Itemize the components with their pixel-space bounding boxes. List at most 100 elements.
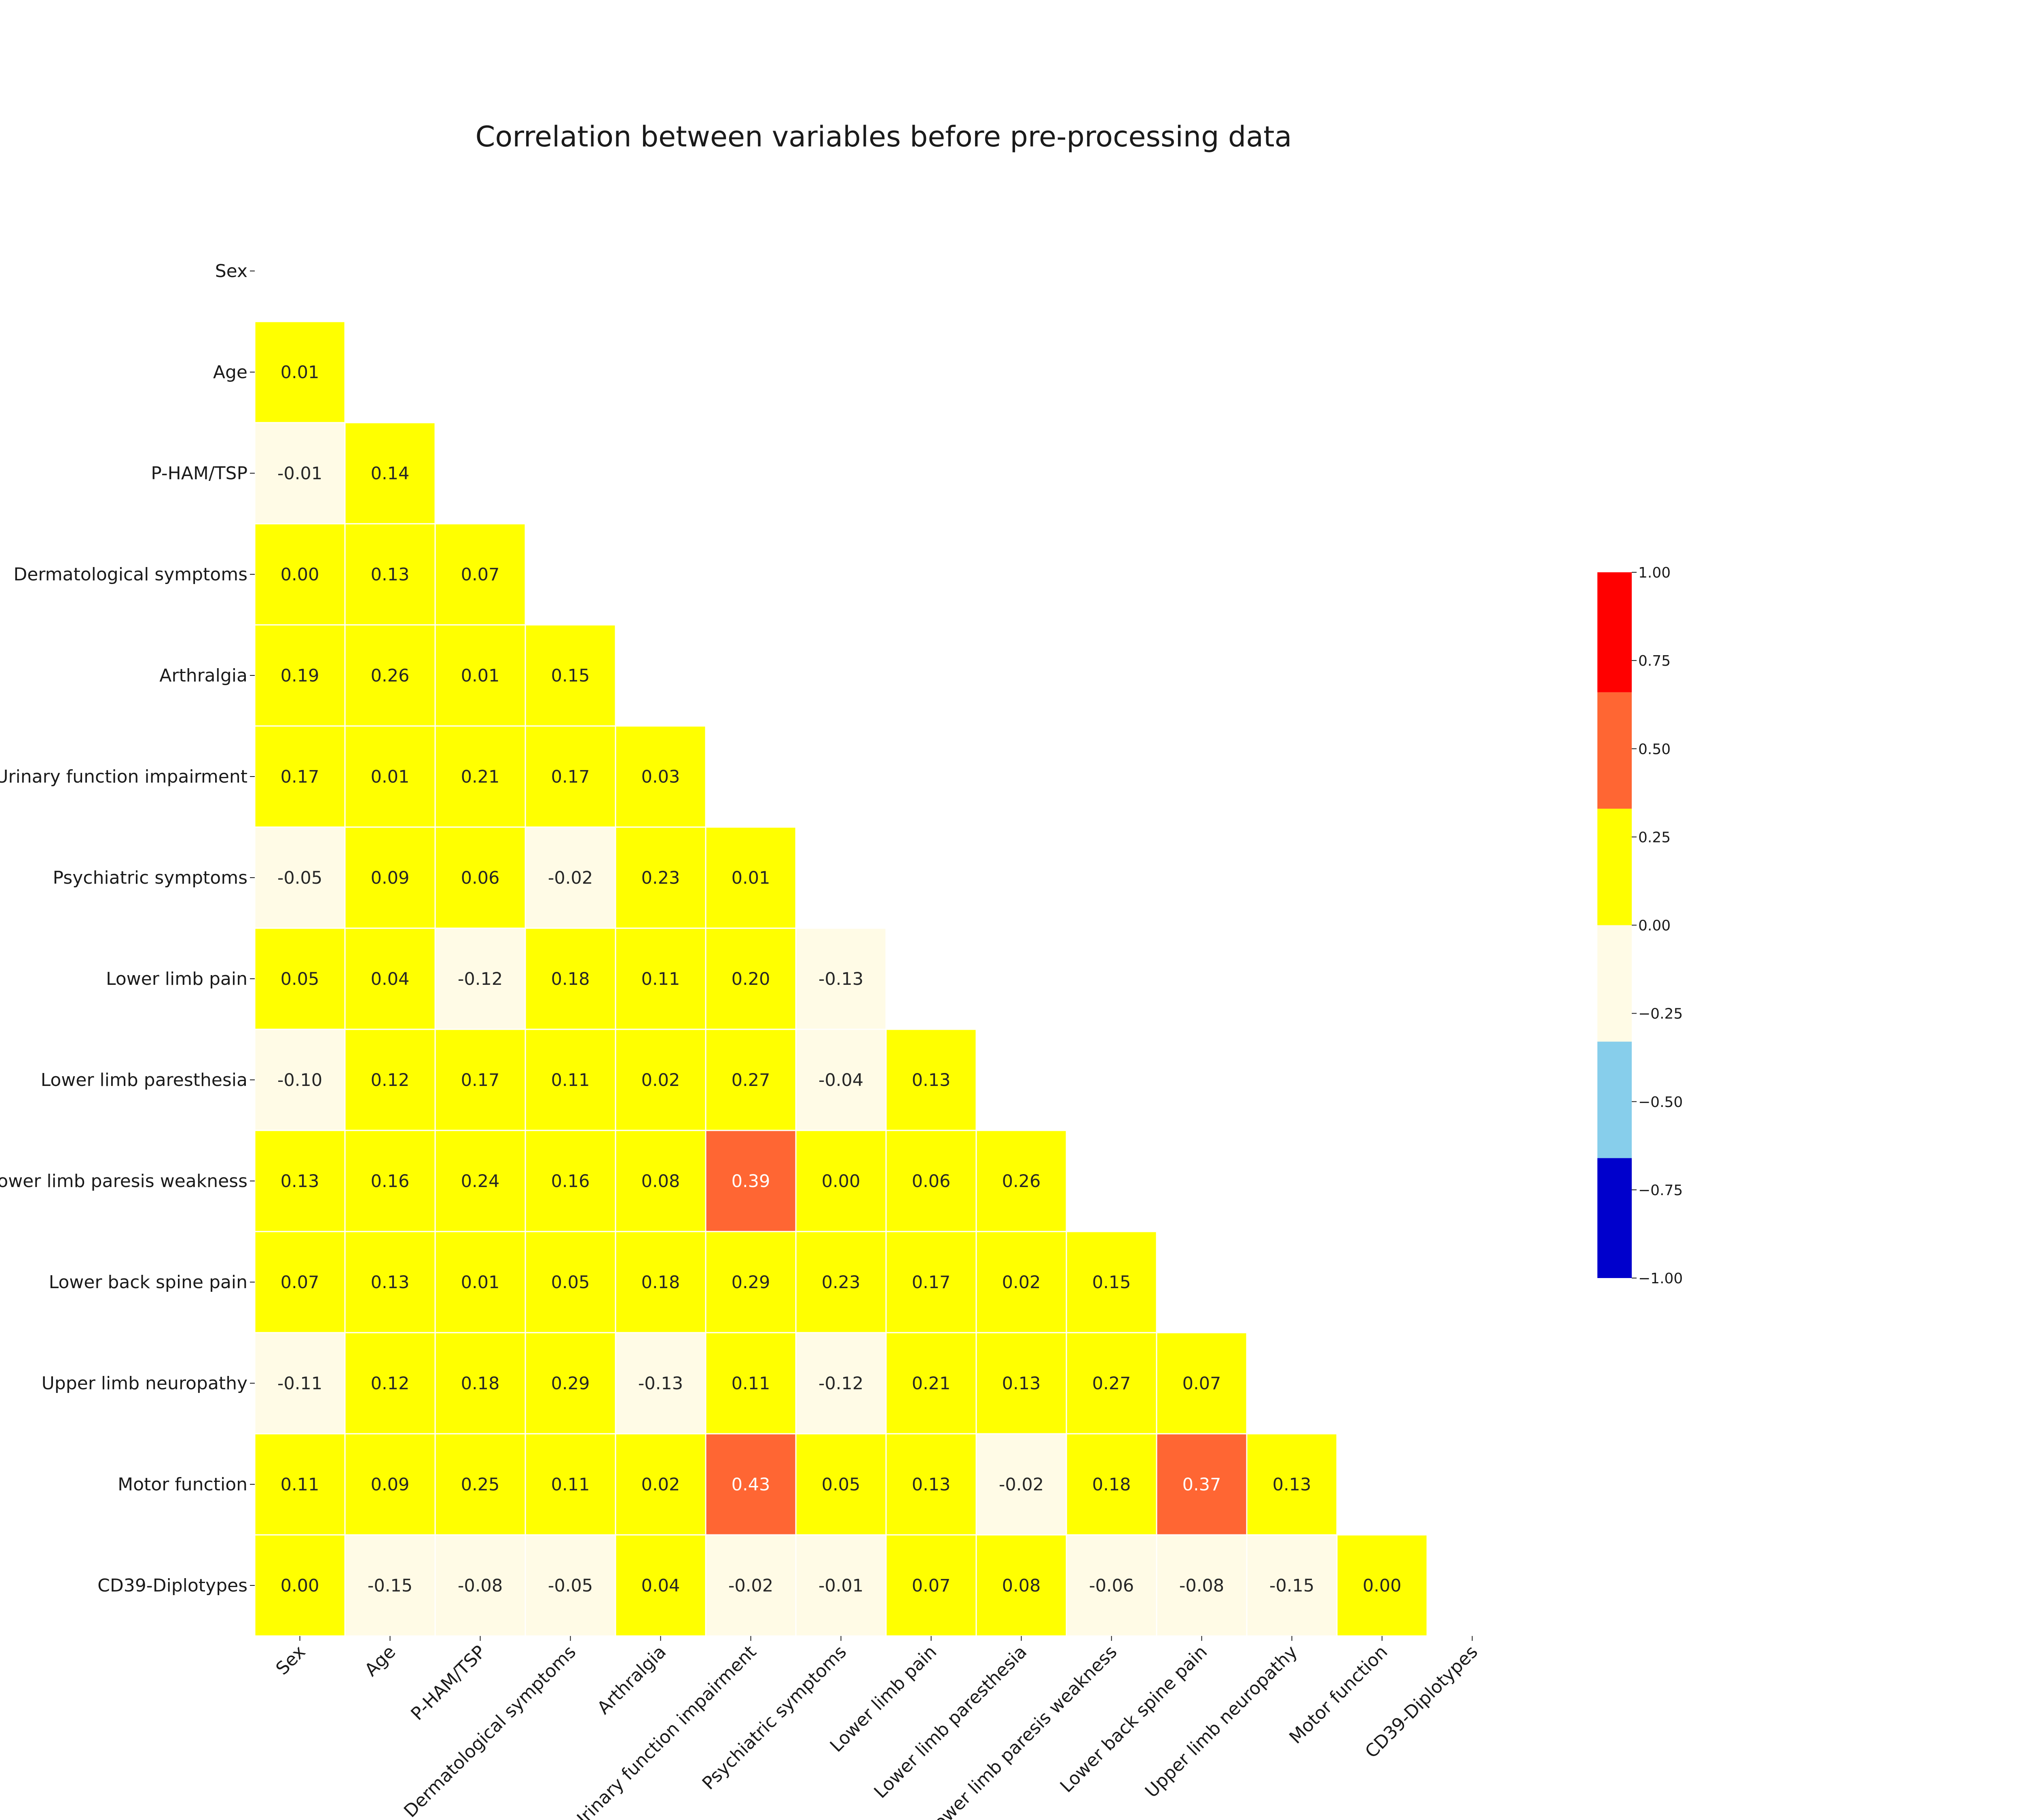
heatmap-cell-cd39-diplotypes-sex [254, 1534, 346, 1637]
row-label-dermatological-symptoms: Dermatological symptoms [13, 564, 247, 585]
heatmap-cell-cd39-diplotypes-lower-back-spine-pain [1156, 1534, 1248, 1637]
cell-value-label: 0.19 [281, 666, 319, 686]
cell-value-label: 0.24 [461, 1171, 500, 1191]
cell-value-label: 0.00 [281, 1576, 319, 1596]
heatmap-cell-lower-back-spine-pain-age [344, 1231, 436, 1333]
cell-value-label: 0.05 [551, 1272, 590, 1293]
cell-value-label: 0.09 [371, 1475, 410, 1495]
cell-value-label: -0.06 [1089, 1576, 1134, 1596]
cell-value-label: 0.13 [371, 1272, 410, 1293]
cell-value-label: 0.26 [1002, 1171, 1041, 1191]
heatmap-cell-lower-limb-paresis-weakness-lower-limb-paresthesia [975, 1130, 1067, 1232]
cell-value-label: 0.16 [371, 1171, 410, 1191]
heatmap-cell-motor-function-lower-limb-pain [885, 1433, 977, 1536]
column-label-motor-function: Motor function [1285, 1642, 1392, 1748]
cell-value-label: 0.02 [641, 1475, 680, 1495]
cell-value-label: 0.02 [641, 1070, 680, 1090]
heatmap-cell-psychiatric-symptoms-dermatological-symptoms [525, 826, 616, 929]
cell-value-label: -0.05 [548, 1576, 593, 1596]
row-label-lower-limb-paresthesia: Lower limb paresthesia [41, 1070, 247, 1090]
heatmap-cell-cd39-diplotypes-dermatological-symptoms [525, 1534, 616, 1637]
heatmap-cell-psychiatric-symptoms-arthralgia [615, 826, 706, 929]
heatmap-cell-lower-back-spine-pain-urinary-function-impairment [705, 1231, 797, 1333]
colorbar-segment [1597, 808, 1632, 925]
heatmap-cell-upper-limb-neuropathy-sex [254, 1332, 346, 1435]
cell-value-label: -0.08 [458, 1576, 503, 1596]
cell-value-label: 0.15 [551, 666, 590, 686]
heatmap-cell-motor-function-lower-limb-paresis-weakness [1066, 1433, 1157, 1536]
cell-value-label: 0.07 [281, 1272, 319, 1293]
cell-value-label: -0.02 [728, 1576, 773, 1596]
heatmap-cell-cd39-diplotypes-urinary-function-impairment [705, 1534, 797, 1637]
cell-value-label: -0.04 [819, 1070, 863, 1090]
colorbar-tick-label: 0.75 [1638, 653, 1671, 669]
cell-value-label: -0.12 [819, 1373, 863, 1394]
chart-title: Correlation between variables before pre… [476, 120, 1292, 153]
cell-value-label: 0.11 [732, 1373, 770, 1394]
heatmap-cell-arthralgia-dermatological-symptoms [525, 624, 616, 727]
colorbar-tick-label: 1.00 [1638, 565, 1671, 581]
cell-value-label: 0.08 [641, 1171, 680, 1191]
cell-value-label: 0.18 [461, 1373, 500, 1394]
colorbar-tick-label: 0.25 [1638, 829, 1671, 846]
heatmap-cell-lower-limb-paresthesia-lower-limb-pain [885, 1029, 977, 1131]
heatmap-cell-lower-back-spine-pain-lower-limb-pain [885, 1231, 977, 1333]
heatmap-cell-lower-back-spine-pain-dermatological-symptoms [525, 1231, 616, 1333]
heatmap-cell-cd39-diplotypes-lower-limb-paresis-weakness [1066, 1534, 1157, 1637]
cell-value-label: 0.13 [1273, 1475, 1311, 1495]
colorbar-segment [1597, 692, 1632, 809]
heatmap-cell-cd39-diplotypes-lower-limb-paresthesia [975, 1534, 1067, 1637]
cell-value-label: 0.13 [281, 1171, 319, 1191]
row-label-psychiatric-symptoms: Psychiatric symptoms [53, 868, 247, 888]
cell-value-label: 0.18 [641, 1272, 680, 1293]
cell-value-label: 0.17 [281, 767, 319, 787]
colorbar-tick-label: −0.75 [1638, 1182, 1683, 1199]
cell-value-label: 0.17 [551, 767, 590, 787]
cell-value-label: 0.12 [371, 1373, 410, 1394]
column-label-lower-limb-paresthesia: Lower limb paresthesia [870, 1642, 1031, 1803]
heatmap-cell-lower-limb-paresthesia-psychiatric-symptoms [795, 1029, 887, 1131]
column-label-p-ham-tsp: P-HAM/TSP [407, 1642, 490, 1725]
cell-value-label: -0.15 [1269, 1576, 1314, 1596]
cell-value-label: 0.43 [732, 1475, 770, 1495]
cell-value-label: -0.13 [819, 969, 863, 989]
heatmap-cell-cd39-diplotypes-arthralgia [615, 1534, 706, 1637]
row-label-motor-function: Motor function [118, 1474, 247, 1495]
cell-value-label: 0.07 [1182, 1373, 1221, 1394]
cell-value-label: 0.04 [371, 969, 410, 989]
heatmap-cell-urinary-function-impairment-arthralgia [615, 725, 706, 828]
cell-value-label: 0.06 [912, 1171, 951, 1191]
heatmap-cell-dermatological-symptoms-sex [254, 523, 346, 626]
column-label-psychiatric-symptoms: Psychiatric symptoms [698, 1642, 851, 1794]
column-label-sex: Sex [272, 1642, 309, 1679]
heatmap-cell-urinary-function-impairment-age [344, 725, 436, 828]
cell-value-label: 0.29 [551, 1373, 590, 1394]
colorbar: 1.00 0.75 0.50 0.25 0.00 −0.25 −0.50 −0.75 −1.00 [1597, 565, 1683, 1287]
heatmap-cell-motor-function-age [344, 1433, 436, 1536]
cell-value-label: 0.05 [281, 969, 319, 989]
cell-value-label: 0.23 [822, 1272, 861, 1293]
cell-value-label: 0.20 [732, 969, 770, 989]
cell-value-label: 0.00 [281, 565, 319, 585]
cell-value-label: 0.07 [461, 565, 500, 585]
cell-value-label: 0.17 [461, 1070, 500, 1090]
colorbar-tick-label: 0.50 [1638, 741, 1671, 758]
cell-value-label: 0.13 [1002, 1373, 1041, 1394]
heatmap-cell-motor-function-lower-back-spine-pain [1156, 1433, 1248, 1536]
row-label-cd39-diplotypes: CD39-Diplotypes [97, 1575, 247, 1596]
cell-value-label: 0.01 [371, 767, 410, 787]
heatmap-cell-cd39-diplotypes-p-ham-tsp [434, 1534, 526, 1637]
row-label-lower-limb-pain: Lower limb pain [106, 969, 247, 989]
cell-value-label: 0.08 [1002, 1576, 1041, 1596]
cell-value-label: 0.15 [1092, 1272, 1131, 1293]
heatmap-cell-psychiatric-symptoms-urinary-function-impairment [705, 826, 797, 929]
cell-value-label: -0.02 [548, 868, 593, 888]
colorbar-tick-label: −1.00 [1638, 1270, 1683, 1287]
cell-value-label: 0.21 [461, 767, 500, 787]
cell-value-label: 0.04 [641, 1576, 680, 1596]
heatmap-cell-lower-limb-paresis-weakness-urinary-function-impairment [705, 1130, 797, 1232]
heatmap-cell-lower-limb-paresis-weakness-psychiatric-symptoms [795, 1130, 887, 1232]
cell-value-label: 0.27 [732, 1070, 770, 1090]
heatmap-cell-cd39-diplotypes-psychiatric-symptoms [795, 1534, 887, 1637]
